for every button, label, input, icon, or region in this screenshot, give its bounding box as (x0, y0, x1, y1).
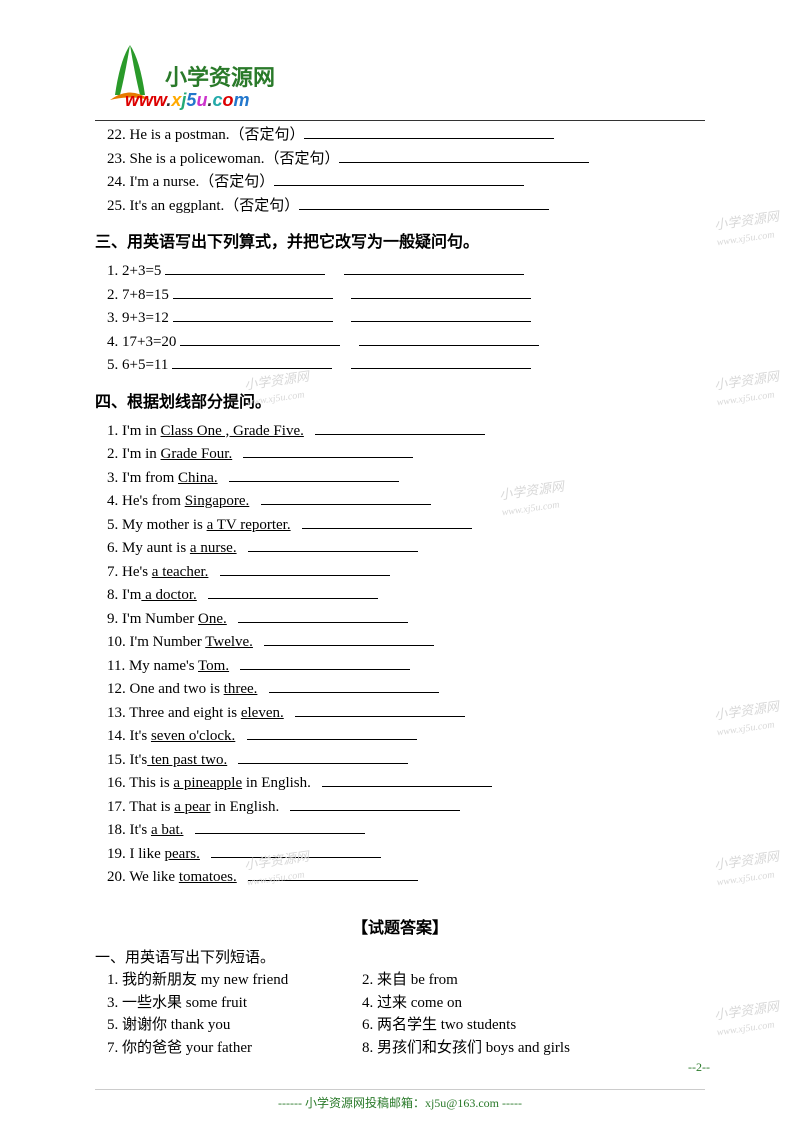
section-4-heading: 四、根据划线部分提问。 (95, 391, 705, 415)
answer-row: 5. 谢谢你 thank you6. 两名学生 two students (107, 1014, 705, 1037)
exercise-line: 4. He's from Singapore. (107, 489, 705, 513)
exercise-line: 3. 9+3=12 (107, 306, 705, 330)
exercise-line: 8. I'm a doctor. (107, 583, 705, 607)
exercise-line: 22. He is a postman.（否定句） (107, 123, 705, 147)
logo-title: 小学资源网 (165, 60, 275, 92)
exercise-line: 20. We like tomatoes. (107, 865, 705, 889)
exercise-line: 6. My aunt is a nurse. (107, 536, 705, 560)
exercise-line: 5. My mother is a TV reporter. (107, 513, 705, 537)
exercise-line: 2. I'm in Grade Four. (107, 442, 705, 466)
page-number: --2-- (688, 1060, 710, 1075)
exercise-line: 18. It's a bat. (107, 818, 705, 842)
answer-row: 1. 我的新朋友 my new friend2. 来自 be from (107, 969, 705, 992)
exercise-line: 16. This is a pineapple in English. (107, 771, 705, 795)
section-2-items: 22. He is a postman.（否定句）23. She is a po… (95, 123, 705, 217)
exercise-line: 24. I'm a nurse.（否定句） (107, 170, 705, 194)
section-3-items: 1. 2+3=5 2. 7+8=15 3. 9+3=12 4. 17+3=20 … (95, 259, 705, 377)
exercise-line: 25. It's an eggplant.（否定句） (107, 194, 705, 218)
exercise-line: 1. 2+3=5 (107, 259, 705, 283)
exercise-line: 4. 17+3=20 (107, 330, 705, 354)
watermark: 小学资源网www.xj5u.com (713, 206, 782, 250)
exercise-line: 12. One and two is three. (107, 677, 705, 701)
answer-row: 7. 你的爸爸 your father8. 男孩们和女孩们 boys and g… (107, 1037, 705, 1060)
answer-row: 3. 一些水果 some fruit4. 过来 come on (107, 992, 705, 1015)
exercise-line: 14. It's seven o'clock. (107, 724, 705, 748)
watermark: 小学资源网www.xj5u.com (713, 366, 782, 410)
exercise-line: 15. It's ten past two. (107, 748, 705, 772)
exercise-line: 5. 6+5=11 (107, 353, 705, 377)
exercise-line: 7. He's a teacher. (107, 560, 705, 584)
exercise-line: 1. I'm in Class One , Grade Five. (107, 419, 705, 443)
exercise-line: 19. I like pears. (107, 842, 705, 866)
answers-title: 【试题答案】 (95, 917, 705, 941)
exercise-line: 23. She is a policewoman.（否定句） (107, 147, 705, 171)
exercise-line: 2. 7+8=15 (107, 283, 705, 307)
logo-url: www.xj5u.com (125, 90, 249, 111)
exercise-line: 3. I'm from China. (107, 466, 705, 490)
watermark: 小学资源网www.xj5u.com (713, 996, 782, 1040)
watermark: 小学资源网www.xj5u.com (713, 846, 782, 890)
section-4-items: 1. I'm in Class One , Grade Five. 2. I'm… (95, 419, 705, 889)
answers-rows: 1. 我的新朋友 my new friend2. 来自 be from3. 一些… (95, 969, 705, 1059)
exercise-line: 10. I'm Number Twelve. (107, 630, 705, 654)
exercise-line: 17. That is a pear in English. (107, 795, 705, 819)
exercise-line: 11. My name's Tom. (107, 654, 705, 678)
exercise-line: 13. Three and eight is eleven. (107, 701, 705, 725)
answers-heading: 一、用英语写出下列短语。 (95, 947, 705, 970)
section-3-heading: 三、用英语写出下列算式，并把它改写为一般疑问句。 (95, 231, 705, 255)
footer-text: ------ 小学资源网投稿邮箱：xj5u@163.com ----- (95, 1090, 705, 1112)
exercise-line: 9. I'm Number One. (107, 607, 705, 631)
watermark: 小学资源网www.xj5u.com (713, 696, 782, 740)
